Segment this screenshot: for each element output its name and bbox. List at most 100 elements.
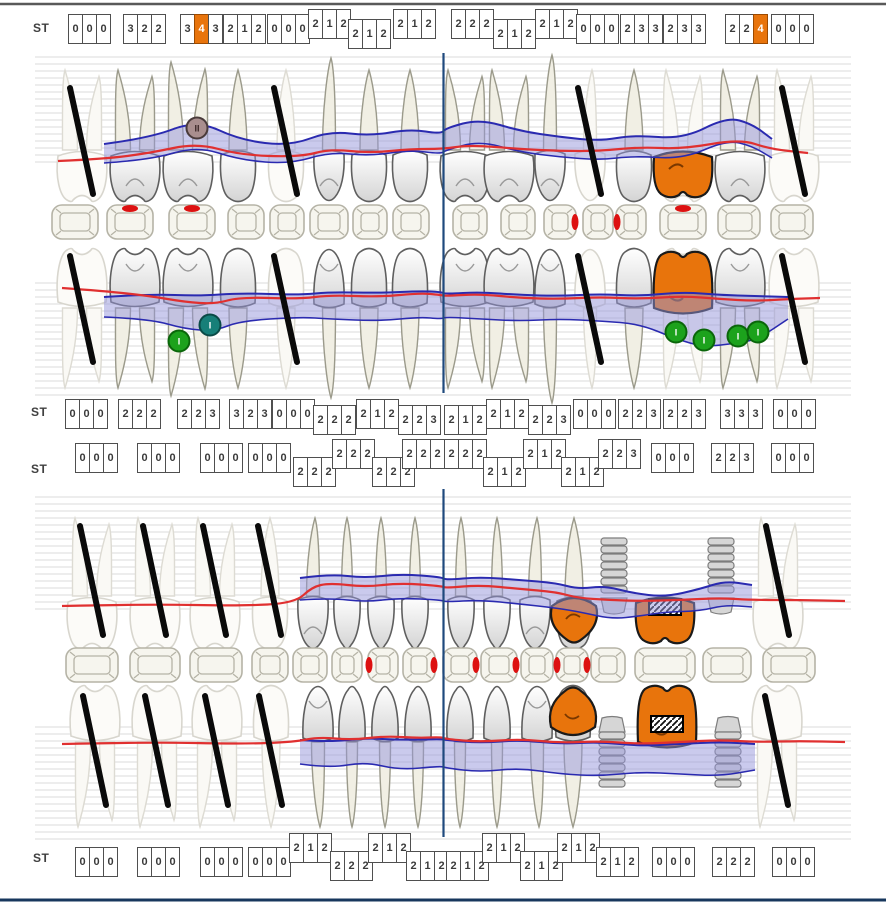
probing-depth-cell[interactable]: 1	[303, 833, 318, 863]
probing-depth-cell[interactable]: 2	[289, 833, 304, 863]
probing-depth-cell[interactable]: 3	[229, 399, 244, 429]
occlusal-surface[interactable]	[702, 647, 752, 683]
occlusal-surface[interactable]	[402, 647, 436, 683]
tooth-maxilla-palatal-view-11[interactable]	[534, 248, 566, 406]
probing-depth-cell[interactable]: 3	[205, 399, 220, 429]
probing-depth-cell[interactable]: 0	[590, 14, 605, 44]
probing-depth-cell[interactable]: 2	[327, 405, 342, 435]
occlusal-surface[interactable]	[615, 204, 647, 240]
probing-depth-cell[interactable]: 2	[465, 9, 480, 39]
probing-depth-cell[interactable]: 3	[734, 399, 749, 429]
probing-depth-cell[interactable]: 0	[165, 443, 180, 473]
tooth-mandible-lingual-view-9[interactable]	[447, 515, 475, 650]
probing-depth-cell[interactable]: 2	[632, 399, 647, 429]
probing-depth-cell[interactable]: 3	[646, 399, 661, 429]
crown-restoration[interactable]	[652, 150, 714, 199]
probing-depth-cell[interactable]: 0	[248, 847, 263, 877]
probing-depth-cell[interactable]: 0	[771, 14, 786, 44]
tooth-maxilla-palatal-view-13[interactable]	[615, 247, 653, 391]
probing-depth-cell[interactable]: 3	[648, 14, 663, 44]
tooth-maxilla-buccal-view-14[interactable]	[652, 67, 714, 203]
probing-depth-cell[interactable]: 2	[596, 847, 611, 877]
tooth-maxilla-buccal-view-7[interactable]	[350, 67, 388, 203]
probing-depth-cell[interactable]: 2	[483, 457, 498, 487]
probing-depth-cell[interactable]: 0	[801, 399, 816, 429]
probing-depth-cell[interactable]: 2	[612, 439, 627, 469]
probing-depth-cell[interactable]: 1	[322, 9, 337, 39]
probing-depth-cell[interactable]: 2	[618, 399, 633, 429]
probing-depth-cell[interactable]: 1	[460, 851, 475, 881]
probing-depth-cell[interactable]: 3	[257, 399, 272, 429]
probing-depth-cell[interactable]: 3	[208, 14, 223, 44]
probing-depth-cell[interactable]: 2	[557, 833, 572, 863]
occlusal-surface[interactable]	[292, 647, 328, 683]
probing-depth-cell[interactable]: 2	[739, 14, 754, 44]
probing-depth-cell[interactable]: 0	[137, 847, 152, 877]
probing-depth-cell[interactable]: 1	[507, 19, 522, 49]
probing-depth-cell[interactable]: 0	[93, 399, 108, 429]
probing-depth-cell[interactable]: 1	[370, 399, 385, 429]
probing-depth-cell[interactable]: 0	[787, 399, 802, 429]
probing-depth-cell[interactable]: 0	[587, 399, 602, 429]
occlusal-surface[interactable]	[452, 204, 488, 240]
tooth-mandible-lingual-view-11[interactable]	[519, 515, 551, 650]
occlusal-surface[interactable]	[590, 647, 626, 683]
probing-depth-cell[interactable]: 0	[248, 443, 263, 473]
probing-depth-cell[interactable]: 1	[458, 405, 473, 435]
occlusal-surface[interactable]	[65, 647, 119, 683]
probing-depth-cell[interactable]: 0	[267, 14, 282, 44]
probing-depth-cell[interactable]: 2	[344, 851, 359, 881]
probing-depth-cell[interactable]: 2	[493, 19, 508, 49]
occlusal-surface[interactable]	[251, 647, 289, 683]
probing-depth-cell[interactable]: 3	[691, 14, 706, 44]
tooth-maxilla-buccal-view-11[interactable]	[534, 52, 566, 202]
probing-depth-cell[interactable]: 2	[368, 833, 383, 863]
probing-depth-cell[interactable]: 2	[712, 847, 727, 877]
probing-depth-cell[interactable]: 2	[317, 833, 332, 863]
tooth-maxilla-palatal-view-10[interactable]	[483, 247, 535, 391]
probing-depth-cell[interactable]: 2	[307, 457, 322, 487]
probing-depth-cell[interactable]: 2	[486, 399, 501, 429]
probing-depth-cell[interactable]: 3	[677, 14, 692, 44]
probing-depth-cell[interactable]: 2	[360, 439, 375, 469]
tooth-mandible-buccal-view-2[interactable]	[131, 684, 183, 830]
probing-depth-cell[interactable]: 2	[146, 399, 161, 429]
occlusal-surface[interactable]	[555, 647, 589, 683]
probing-depth-cell[interactable]: 3	[720, 399, 735, 429]
probing-depth-cell[interactable]: 0	[772, 847, 787, 877]
probing-depth-cell[interactable]: 2	[663, 14, 678, 44]
probing-depth-cell[interactable]: 0	[272, 399, 287, 429]
probing-depth-cell[interactable]: 0	[82, 14, 97, 44]
probing-depth-cell[interactable]: 3	[626, 439, 641, 469]
probing-depth-cell[interactable]: 2	[416, 439, 431, 469]
probing-depth-cell[interactable]: 2	[293, 457, 308, 487]
probing-depth-cell[interactable]: 0	[604, 14, 619, 44]
probing-depth-cell[interactable]: 0	[214, 443, 229, 473]
probing-depth-cell[interactable]: 2	[520, 851, 535, 881]
probing-depth-cell[interactable]: 0	[79, 399, 94, 429]
occlusal-surface[interactable]	[634, 647, 696, 683]
probing-depth-cell[interactable]: 0	[576, 14, 591, 44]
